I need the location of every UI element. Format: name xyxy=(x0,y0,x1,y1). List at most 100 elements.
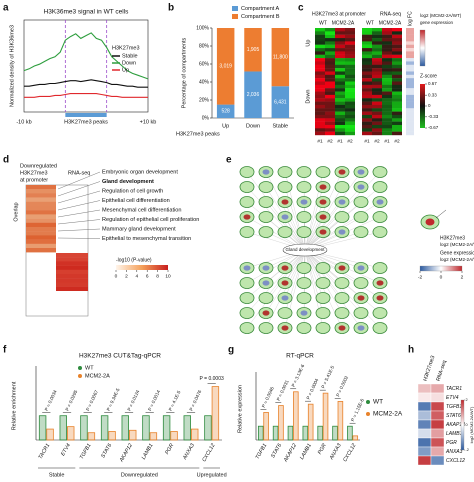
legend-label: MCM2-2A xyxy=(373,411,403,418)
gene-node xyxy=(296,211,312,223)
colorbar xyxy=(116,265,168,270)
gene-node xyxy=(372,307,388,319)
gene-node xyxy=(239,181,255,193)
gene-node xyxy=(296,322,312,334)
logfc-cell xyxy=(406,91,414,96)
bar xyxy=(204,415,212,441)
x-tick-label: LAMB1 xyxy=(141,443,155,461)
heatmap-cell xyxy=(56,261,88,266)
gene-node-core xyxy=(300,199,308,205)
heatmap-cell xyxy=(26,214,56,219)
x-tick-label: Up xyxy=(222,123,229,129)
heatmap-cell xyxy=(372,54,382,59)
heatmap-cell xyxy=(345,114,355,119)
heatmap-cell xyxy=(315,68,325,72)
chart-title: RT-qPCR xyxy=(286,353,314,360)
heatmap-cell xyxy=(335,54,345,59)
legend-title: H3K27me3 xyxy=(112,45,140,51)
x-tick-label: +10 kb xyxy=(140,119,157,125)
gene-node xyxy=(315,322,331,334)
gene-node xyxy=(258,226,274,238)
colorbar-tick-label: 0.33 xyxy=(428,92,437,97)
panel-letter: g xyxy=(228,345,234,356)
chart-title: H3K36me3 signal in WT cells xyxy=(44,9,130,16)
p-value: P = 0.0046 xyxy=(261,386,275,409)
logfc-cell xyxy=(406,108,414,112)
heatmap-cell xyxy=(345,131,355,136)
network-edge xyxy=(304,249,324,299)
heatmap-cell xyxy=(382,128,392,132)
gene-node-core xyxy=(338,325,346,331)
legend-label: Down xyxy=(122,60,136,66)
legend-swatch xyxy=(232,6,238,11)
heatmap-cell xyxy=(345,54,355,59)
logfc-cell xyxy=(406,58,414,62)
x-tick-label: CXCL12 xyxy=(201,443,216,463)
gene-node xyxy=(277,226,293,238)
term-node-label: Gland development xyxy=(285,247,325,252)
heatmap-cell xyxy=(417,383,432,394)
row-label: TGFB1 xyxy=(446,404,462,410)
heatmap-cell xyxy=(345,81,355,86)
network-edge xyxy=(304,249,362,329)
heatmap-cell xyxy=(382,34,392,39)
heatmap-cell xyxy=(392,118,402,122)
heatmap-cell xyxy=(26,189,56,194)
heatmap-cell xyxy=(362,81,372,86)
heatmap-cell xyxy=(372,98,382,102)
heatmap-cell xyxy=(382,121,392,126)
x-tick-label: Stable xyxy=(273,123,289,129)
network-edge xyxy=(304,249,381,299)
y-tick-label: 100% xyxy=(196,25,209,31)
gene-node-core xyxy=(281,199,289,205)
heatmap-cell xyxy=(315,121,325,126)
x-axis-label: H3K27me3 peaks xyxy=(64,119,108,125)
heatmap-cell xyxy=(335,51,345,55)
gene-node xyxy=(296,262,312,274)
heatmap-cell xyxy=(372,114,382,119)
heatmap-cell xyxy=(26,222,56,228)
heatmap-cell xyxy=(392,124,402,129)
heatmap-cell xyxy=(362,91,372,96)
heatmap-cell xyxy=(315,98,325,102)
overlap-label: Overlap xyxy=(13,202,19,221)
term-label: Regulation of epithelial cell proliferat… xyxy=(102,217,199,223)
bar xyxy=(67,426,75,441)
bar-label: 2,036 xyxy=(247,92,260,98)
heatmap-cell xyxy=(392,74,402,79)
panel-letter: d xyxy=(3,155,9,166)
colorbar-tick-label: 6 xyxy=(146,273,149,279)
gene-node xyxy=(334,181,350,193)
gene-node xyxy=(258,196,274,208)
bar xyxy=(142,415,150,441)
heatmap-cell xyxy=(315,64,325,69)
logfc-cell xyxy=(406,114,414,119)
logfc-cell xyxy=(406,131,414,136)
y-tick-label: 60% xyxy=(199,61,210,67)
heatmap-cell xyxy=(26,210,56,215)
term-connector xyxy=(57,209,101,218)
heatmap-cell xyxy=(362,84,372,89)
gene-node xyxy=(334,292,350,304)
heatmap-cell xyxy=(382,101,392,106)
row-group-label: Up xyxy=(305,40,311,47)
gene-node-core xyxy=(281,295,289,301)
logfc-cell xyxy=(406,84,414,89)
legend-marker xyxy=(78,374,82,378)
gene-node xyxy=(277,166,293,178)
logfc-cell xyxy=(406,124,414,129)
heatmap-cell xyxy=(392,128,402,132)
term-label: Embryonic organ development xyxy=(102,169,178,175)
heatmap-cell xyxy=(392,98,402,102)
logfc-cell xyxy=(406,94,414,99)
heatmap-cell xyxy=(345,84,355,89)
logfc-cell xyxy=(406,44,414,49)
gene-node-core xyxy=(319,199,327,205)
heatmap-cell xyxy=(382,98,392,102)
network-edge xyxy=(284,249,306,299)
bar-label: 11,800 xyxy=(273,54,288,60)
header: H3K27me3 at promoter xyxy=(312,11,366,17)
network-edge xyxy=(304,249,343,299)
heatmap-cell xyxy=(325,78,335,82)
heatmap-cell xyxy=(382,94,392,99)
